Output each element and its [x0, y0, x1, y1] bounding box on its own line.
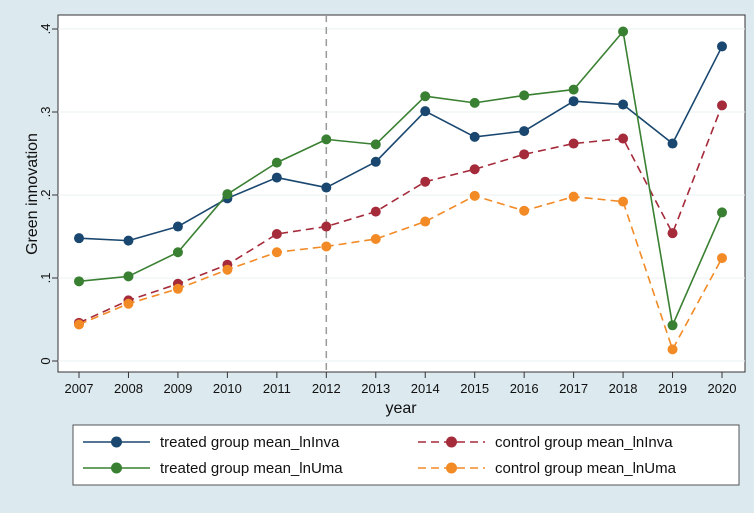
axes: 0 .1 .2 .3 .4 2007 2008 2009 2010 2011 2012 2013 201… [38, 24, 736, 396]
x-tick-label: 2018 [609, 381, 638, 396]
data-point [519, 149, 530, 160]
data-point [271, 172, 282, 183]
legend-label: control group mean_lnInva [495, 434, 673, 451]
plot-area [57, 14, 746, 373]
y-tick-label: 0 [38, 357, 53, 364]
data-point [271, 229, 282, 240]
data-point [222, 189, 233, 200]
data-point [519, 90, 530, 101]
data-point [618, 133, 629, 144]
data-point [469, 190, 480, 201]
data-point [172, 283, 183, 294]
data-point [717, 100, 727, 111]
data-point [469, 131, 480, 142]
y-axis-title: Green innovation [24, 133, 41, 255]
data-point [123, 235, 134, 246]
x-tick-label: 2017 [559, 381, 588, 396]
data-point [667, 320, 678, 331]
data-point [717, 41, 727, 52]
x-axis-title: year [385, 400, 417, 417]
x-tick-label: 2013 [361, 381, 390, 396]
data-point [519, 126, 530, 137]
x-tick-label: 2020 [708, 381, 737, 396]
data-point [172, 247, 183, 258]
data-point [74, 233, 84, 244]
legend-swatch-marker [111, 436, 122, 448]
data-point [123, 271, 134, 282]
data-point [618, 26, 629, 37]
data-point [420, 176, 431, 187]
data-point [420, 91, 431, 102]
data-point [568, 138, 579, 149]
data-point [618, 99, 629, 110]
series-line [78, 46, 723, 242]
data-point [519, 205, 530, 216]
data-point [123, 298, 134, 309]
legend-label: control group mean_lnUma [495, 460, 677, 477]
data-point [370, 156, 381, 167]
data-point [568, 191, 579, 202]
gridlines [58, 28, 745, 362]
y-tick-label: .1 [38, 273, 53, 284]
data-point [321, 221, 332, 232]
data-point [667, 344, 678, 355]
data-point [321, 182, 332, 193]
x-tick-label: 2015 [460, 381, 489, 396]
data-point [271, 247, 282, 258]
data-point [172, 221, 183, 232]
legend-swatch-marker [111, 462, 122, 474]
y-tick-label: .3 [38, 107, 53, 118]
data-point [222, 264, 233, 275]
data-point [321, 134, 332, 145]
y-tick-label: .2 [38, 190, 53, 201]
series-line [78, 195, 723, 351]
x-tick-label: 2009 [163, 381, 192, 396]
data-point [370, 139, 381, 150]
data-point [469, 97, 480, 108]
x-tick-label: 2007 [65, 381, 94, 396]
data-point [568, 96, 579, 107]
data-point [618, 196, 629, 207]
legend-label: treated group mean_lnInva [160, 434, 340, 451]
data-point [370, 206, 381, 217]
x-tick-label: 2016 [510, 381, 539, 396]
data-point [717, 207, 727, 218]
data-point [717, 253, 727, 264]
data-point [74, 319, 84, 330]
data-point [74, 276, 84, 287]
data-point [370, 233, 381, 244]
x-tick-label: 2014 [411, 381, 440, 396]
data-point [469, 164, 480, 175]
data-point [420, 216, 431, 227]
x-tick-label: 2019 [658, 381, 687, 396]
data-point [667, 138, 678, 149]
legend-swatch-marker [446, 436, 457, 448]
x-tick-label: 2008 [114, 381, 143, 396]
data-point [321, 241, 332, 252]
y-tick-label: .4 [38, 24, 53, 35]
legend-box [72, 424, 740, 486]
data-point [271, 157, 282, 168]
series-line [78, 30, 723, 327]
data-point [420, 106, 431, 117]
data-point [667, 228, 678, 239]
x-tick-label: 2010 [213, 381, 242, 396]
legend-swatch-marker [446, 462, 457, 474]
x-tick-label: 2011 [263, 381, 291, 396]
data-point [568, 84, 579, 95]
series-lines [74, 26, 727, 355]
legend-label: treated group mean_lnUma [160, 460, 343, 477]
x-tick-label: 2012 [312, 381, 341, 396]
